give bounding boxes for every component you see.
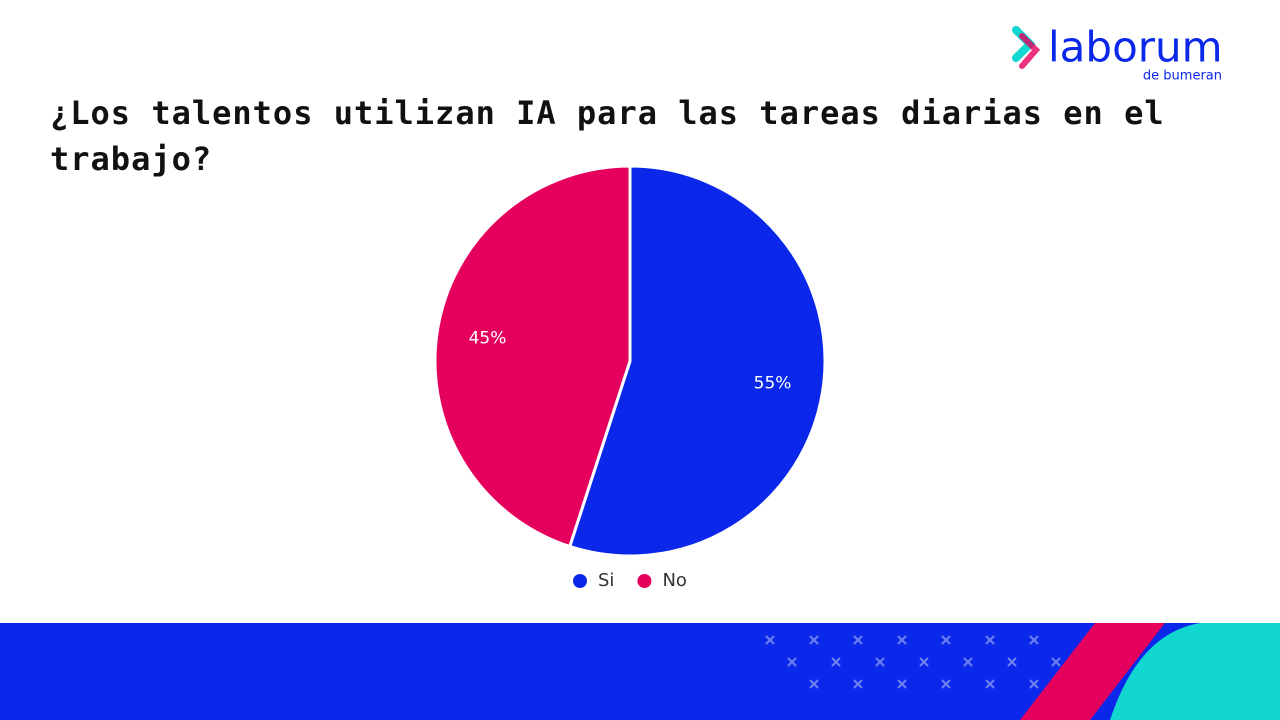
pattern-x [941,679,951,689]
pattern-x [941,635,951,645]
data-label: 45% [469,328,507,348]
legend-marker [573,574,587,588]
pattern-x [875,657,885,667]
pattern-x [1029,679,1039,689]
footer-accent [1020,623,1165,720]
pattern-x [1007,657,1017,667]
pattern-x [853,635,863,645]
footer-pattern [765,635,1061,689]
pattern-x [765,635,775,645]
logo-icon [1019,33,1041,69]
pattern-x [787,657,797,667]
chart-title: ¿Los talentos utilizan IA para las tarea… [50,94,1165,178]
legend-marker [637,574,652,588]
pattern-x [897,635,907,645]
logo-tagline: de bumeran [1143,69,1222,84]
legend-label: Si [598,570,614,591]
pattern-x [831,657,841,667]
data-label: 55% [754,374,792,394]
pattern-x [1051,657,1061,667]
pie-slice [433,164,632,549]
pattern-x [897,679,907,689]
legend-label: No [662,570,686,591]
footer-accent [1110,623,1280,720]
pie-slice [567,164,827,558]
pattern-x [985,635,995,645]
pattern-x [963,657,973,667]
pattern-x [1029,635,1039,645]
logo-name: laborum [1048,23,1223,72]
pattern-x [853,679,863,689]
pattern-x [985,679,995,689]
pattern-x [809,679,819,689]
pattern-x [919,657,929,667]
pattern-x [809,635,819,645]
